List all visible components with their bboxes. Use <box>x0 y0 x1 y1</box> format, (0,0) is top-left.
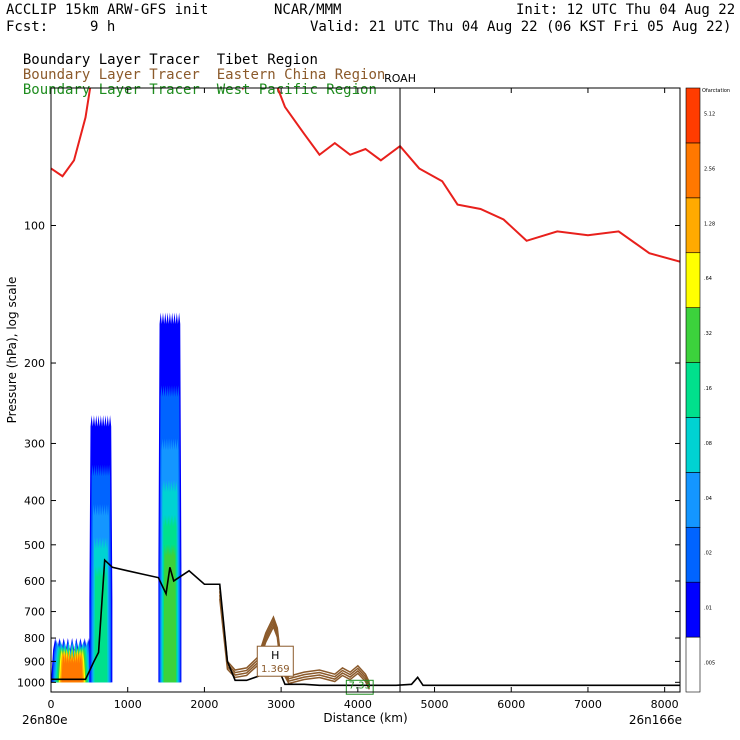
colorbar-label-2: .02 <box>704 551 712 557</box>
init-time: Init: 12 UTC Thu 04 Aug 22 <box>516 2 736 18</box>
x-tick-label-7000: 7000 <box>574 698 602 711</box>
colorbar-label-8: 1.28 <box>704 221 715 227</box>
y-tick-label-800: 800 <box>24 632 45 645</box>
west-pacific-value: 7.33 <box>349 680 371 691</box>
colorbar-label-6: .32 <box>704 331 712 337</box>
colorbar-seg-7 <box>685 252 701 308</box>
y-tick-label-1000: 1000 <box>17 676 45 689</box>
y-tick-label-100: 100 <box>24 220 45 233</box>
colorbar-label-3: .04 <box>704 496 712 502</box>
tracer-3-region: West Pacific Region <box>216 82 377 98</box>
plume-2-level-5 <box>163 544 177 683</box>
plume-0-level-8 <box>61 652 83 683</box>
fcst-label: Fcst: <box>6 19 49 35</box>
tracer-legend-2: Boundary Layer Tracer Eastern China Regi… <box>6 51 385 83</box>
colorbar-label-7: .64 <box>704 276 712 282</box>
colorbar-label-5: .16 <box>704 386 712 392</box>
tracer-legend-1: Boundary Layer Tracer Tibet Region <box>6 36 318 68</box>
valid-time: Valid: 21 UTC Thu 04 Aug 22 (06 KST Fri … <box>310 19 732 35</box>
colorbar-seg-9 <box>685 142 701 199</box>
high-marker-box <box>256 645 294 677</box>
x-tick-label-3000: 3000 <box>267 698 295 711</box>
x-tick-label-0: 0 <box>48 698 55 711</box>
y-tick-label-200: 200 <box>24 357 45 370</box>
eastern-china-contour-0 <box>219 587 371 683</box>
colorbar-label-4: .08 <box>704 441 712 447</box>
west-pacific-box <box>345 679 374 695</box>
y-axis-title: Pressure (hPa), log scale <box>5 277 19 424</box>
fcst-value: 9 h <box>90 19 116 35</box>
y-tick-label-600: 600 <box>24 575 45 588</box>
tracer-2-name: Boundary Layer Tracer <box>22 67 200 83</box>
colorbar-top-label: Ofarctation <box>702 88 730 94</box>
y-tick-label-300: 300 <box>24 437 45 450</box>
tracer-1-region: Tibet Region <box>216 52 318 68</box>
colorbar-seg-10 <box>685 87 701 144</box>
colorbar-label-10: 5.12 <box>704 111 715 117</box>
colorbar-seg-1 <box>685 581 701 638</box>
high-marker-value: 1.369 <box>261 664 290 675</box>
x-tick-label-8000: 8000 <box>651 698 679 711</box>
y-tick-label-500: 500 <box>24 539 45 552</box>
x-tick-label-1000: 1000 <box>114 698 142 711</box>
x-axis-title: Distance (km) <box>323 711 407 725</box>
x-tick-label-2000: 2000 <box>190 698 218 711</box>
x-tick-label-6000: 6000 <box>497 698 525 711</box>
x-tick-label-5000: 5000 <box>421 698 449 711</box>
tropopause-line <box>51 88 680 263</box>
colorbar-label-0: .005 <box>704 661 715 667</box>
colorbar-label-9: 2.56 <box>704 166 715 172</box>
plot-frame <box>50 87 681 693</box>
colorbar-seg-8 <box>685 197 701 254</box>
tracer-3-name: Boundary Layer Tracer <box>22 82 200 98</box>
org-label: NCAR/MMM <box>274 2 342 18</box>
colorbar-label-1: .01 <box>704 606 712 612</box>
colorbar-seg-3 <box>685 472 701 528</box>
x-start-label: 26n80e <box>22 713 68 727</box>
y-tick-label-400: 400 <box>24 495 45 508</box>
colorbar-seg-0 <box>685 636 701 693</box>
colorbar-seg-4 <box>685 417 701 473</box>
high-marker-label: H <box>271 649 279 662</box>
model-title: ACCLIP 15km ARW-GFS init <box>6 2 209 18</box>
station-label: ROAH <box>384 72 416 85</box>
colorbar-seg-5 <box>685 362 701 418</box>
x-end-label: 26n166e <box>629 713 682 727</box>
tracer-2-region: Eastern China Region <box>216 67 386 83</box>
tracer-legend-3: Boundary Layer Tracer West Pacific Regio… <box>6 66 377 98</box>
tracer-1-name: Boundary Layer Tracer <box>22 52 200 68</box>
y-tick-label-700: 700 <box>24 606 45 619</box>
colorbar-seg-6 <box>685 307 701 363</box>
x-tick-label-4000: 4000 <box>344 698 372 711</box>
terrain-line <box>51 558 680 687</box>
colorbar-seg-2 <box>685 526 701 583</box>
y-tick-label-900: 900 <box>24 655 45 668</box>
